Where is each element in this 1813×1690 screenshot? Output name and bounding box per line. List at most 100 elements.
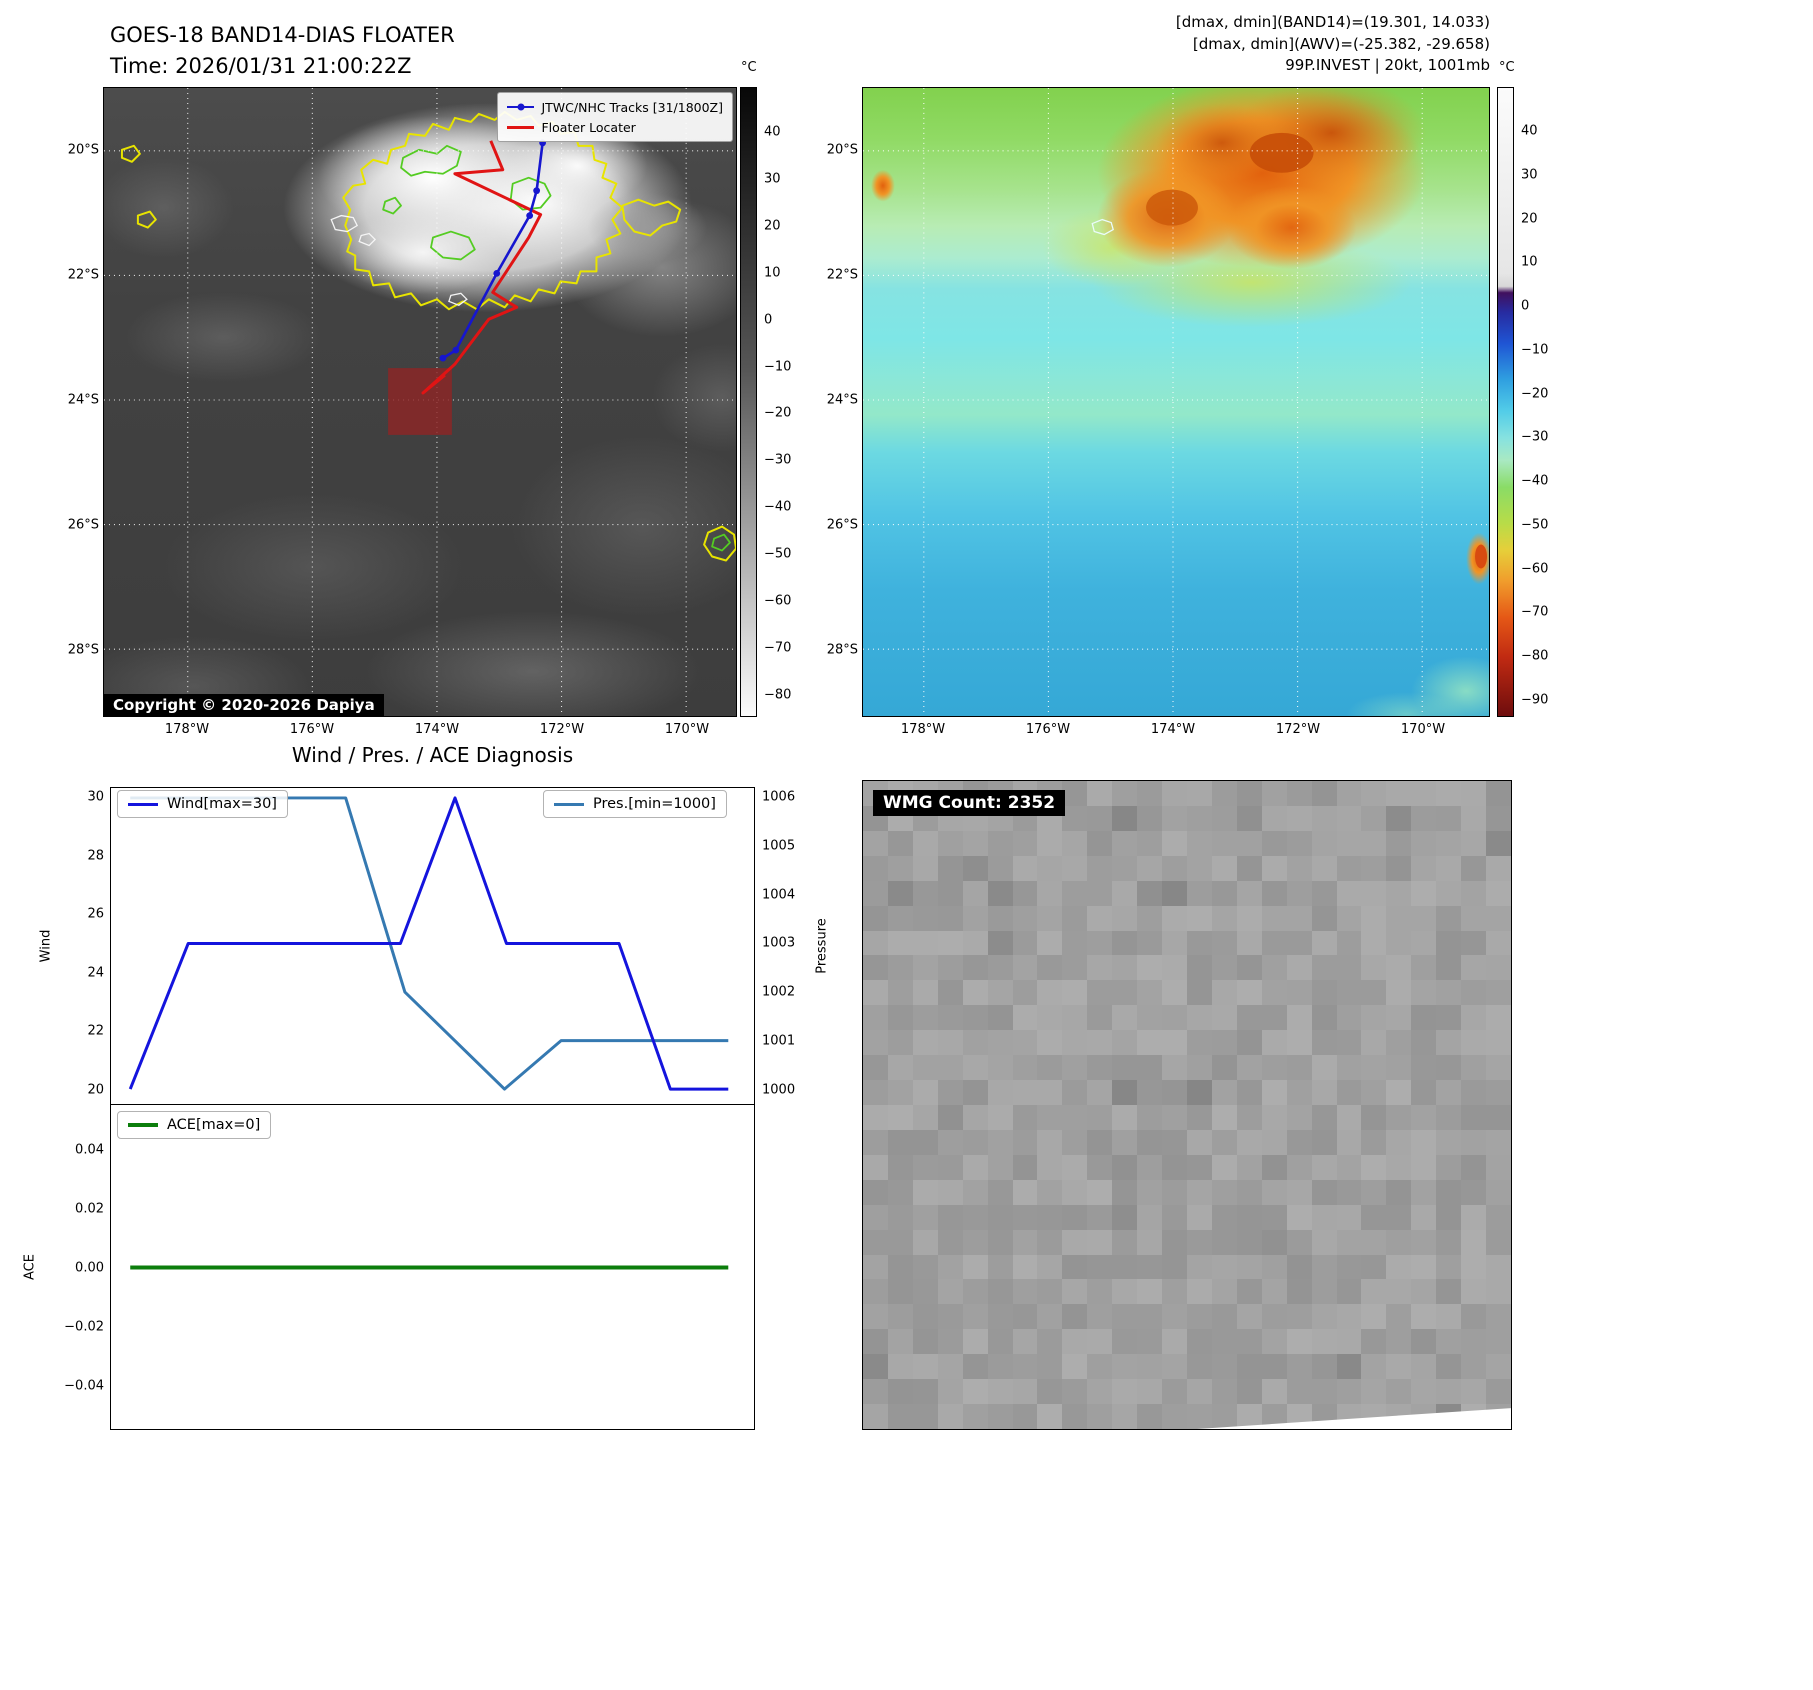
tracks-legend-label: JTWC/NHC Tracks [31/1800Z] — [541, 99, 723, 115]
pressure-legend: Pres.[min=1000] — [543, 790, 727, 818]
cold-contours-yellow — [120, 110, 736, 562]
band14-title-block: GOES-18 BAND14-DIAS FLOATER Time: 2026/0… — [110, 20, 455, 82]
pressure-legend-line — [554, 802, 584, 806]
wind-legend: Wind[max=30] — [117, 790, 288, 818]
band14-cb-tick: −30 — [764, 452, 792, 468]
pressure-tick: 1003 — [762, 935, 796, 951]
wind-tick: 26 — [87, 906, 104, 922]
pressure-legend-label: Pres.[min=1000] — [593, 796, 716, 812]
band14-cb-tick: 40 — [764, 124, 781, 140]
wmg-pixel-image — [863, 781, 1511, 1429]
band14-lon-tick: 170°W — [664, 722, 710, 737]
awv-map-image — [863, 88, 1489, 716]
band14-cb-tick: −60 — [764, 593, 792, 609]
wind-legend-line — [128, 802, 158, 806]
ace-tick: 0.04 — [75, 1142, 104, 1158]
wind-pressure-plot-area — [128, 796, 729, 1091]
awv-satellite-map — [862, 87, 1490, 717]
awv-colorbar — [1497, 87, 1514, 717]
awv-cb-tick: −70 — [1521, 604, 1549, 620]
band14-lat-tick: 24°S — [67, 392, 99, 408]
awv-lon-tick: 170°W — [1400, 722, 1446, 737]
ace-tick: 0.00 — [75, 1260, 104, 1276]
pressure-axis-label: Pressure — [814, 918, 830, 974]
band14-cb-tick: −80 — [764, 687, 792, 703]
diagnosis-title: Wind / Pres. / ACE Diagnosis — [291, 743, 574, 767]
awv-lon-tick: 172°W — [1275, 722, 1321, 737]
awv-cb-tick: 30 — [1521, 167, 1538, 183]
band14-lat-tick: 20°S — [67, 142, 99, 158]
band14-lon-tick: 174°W — [414, 722, 460, 737]
pressure-tick: 1006 — [762, 789, 796, 805]
awv-lon-tick: 178°W — [900, 722, 946, 737]
wind-axis-label: Wind — [38, 929, 54, 963]
ace-legend: ACE[max=0] — [117, 1111, 272, 1139]
awv-info-block: [dmax, dmin](BAND14)=(19.301, 14.033) [d… — [900, 12, 1490, 77]
awv-lon-tick: 174°W — [1150, 722, 1196, 737]
tracks-legend-dot — [517, 103, 525, 111]
ace-legend-line — [128, 1123, 158, 1127]
awv-colorbar-unit: °C — [1499, 60, 1515, 75]
band14-lon-tick: 176°W — [289, 722, 335, 737]
ace-tick: −0.02 — [64, 1319, 104, 1335]
island-outline — [1091, 218, 1114, 236]
dmax-dmin-band14-line: [dmax, dmin](BAND14)=(19.301, 14.033) — [1175, 13, 1490, 31]
Wind[max=30]-line — [128, 796, 729, 1091]
cold-contours-green — [382, 144, 731, 552]
wind-tick: 30 — [87, 789, 104, 805]
band14-lat-tick: 26°S — [67, 517, 99, 533]
awv-cb-tick: 40 — [1521, 123, 1538, 139]
band14-cb-tick: 20 — [764, 218, 781, 234]
invest-status-line: 99P.INVEST | 20kt, 1001mb — [1285, 56, 1490, 74]
band14-cb-tick: −40 — [764, 499, 792, 515]
wind-tick: 24 — [87, 965, 104, 981]
pressure-tick: 1004 — [762, 887, 796, 903]
band14-lon-tick: 172°W — [539, 722, 585, 737]
tracks-legend-marker — [507, 102, 535, 112]
band14-cb-tick: 30 — [764, 171, 781, 187]
awv-cb-tick: −80 — [1521, 648, 1549, 664]
awv-cb-tick: −90 — [1521, 692, 1549, 708]
wmg-corner-notch — [1182, 1408, 1511, 1429]
awv-lat-tick: 24°S — [826, 392, 858, 408]
ace-chart — [110, 1105, 755, 1430]
graticule — [863, 88, 1489, 716]
floater-track-line — [421, 140, 543, 395]
awv-cb-tick: 20 — [1521, 211, 1538, 227]
west-edge-hotspot — [870, 169, 895, 202]
wind-legend-label: Wind[max=30] — [167, 796, 277, 812]
wind-pressure-chart — [110, 787, 755, 1105]
dmax-dmin-awv-line: [dmax, dmin](AWV)=(-25.382, -29.658) — [1192, 34, 1490, 53]
band14-time: Time: 2026/01/31 21:00:22Z — [110, 54, 412, 78]
awv-cb-tick: −60 — [1521, 561, 1549, 577]
awv-lat-tick: 20°S — [826, 142, 858, 158]
ace-axis-label: ACE — [22, 1254, 38, 1280]
band14-lon-tick: 178°W — [164, 722, 210, 737]
floater-legend-marker — [507, 122, 535, 132]
awv-cb-tick: −30 — [1521, 429, 1549, 445]
Pres.[min=1000]-line — [130, 796, 729, 1091]
pressure-tick: 1000 — [762, 1082, 796, 1098]
awv-cb-tick: −50 — [1521, 517, 1549, 533]
awv-cb-tick: −20 — [1521, 386, 1549, 402]
pressure-tick: 1005 — [762, 838, 796, 854]
awv-lat-tick: 26°S — [826, 517, 858, 533]
band14-colorbar — [740, 87, 757, 717]
band14-lat-tick: 22°S — [67, 267, 99, 283]
pressure-tick: 1002 — [762, 984, 796, 1000]
band14-cb-tick: −10 — [764, 359, 792, 374]
awv-lat-tick: 28°S — [826, 642, 858, 658]
floater-legend-line — [507, 125, 535, 129]
band14-colorbar-unit: °C — [741, 60, 757, 75]
band14-cb-tick: −20 — [764, 405, 792, 421]
ace-tick: 0.02 — [75, 1201, 104, 1217]
awv-lon-tick: 176°W — [1025, 722, 1071, 737]
band14-cb-tick: −50 — [764, 546, 792, 562]
awv-cb-tick: 0 — [1521, 298, 1530, 314]
ace-legend-label: ACE[max=0] — [167, 1117, 261, 1133]
wind-tick: 20 — [87, 1082, 104, 1098]
band14-map-legend: JTWC/NHC Tracks [31/1800Z] Floater Locat… — [497, 92, 733, 142]
coastlines — [330, 214, 468, 307]
wmg-image-panel: WMG Count: 2352 — [862, 780, 1512, 1430]
